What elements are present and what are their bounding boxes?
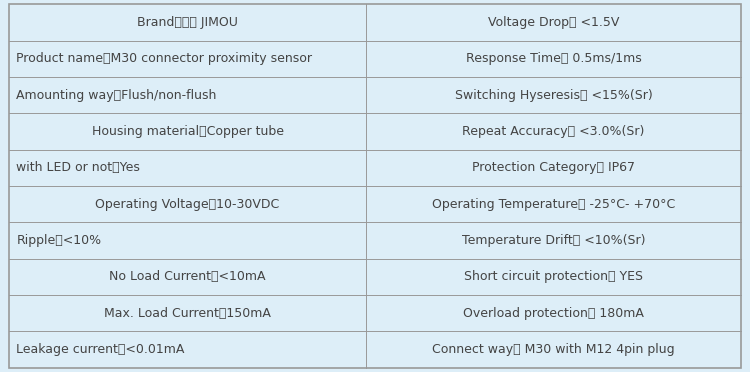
Text: Switching Hyseresis： <15%(Sr): Switching Hyseresis： <15%(Sr) (454, 89, 652, 102)
Text: Repeat Accuracy： <3.0%(Sr): Repeat Accuracy： <3.0%(Sr) (463, 125, 645, 138)
Text: Response Time： 0.5ms/1ms: Response Time： 0.5ms/1ms (466, 52, 641, 65)
Text: with LED or not：Yes: with LED or not：Yes (16, 161, 140, 174)
Text: Connect way： M30 with M12 4pin plug: Connect way： M30 with M12 4pin plug (432, 343, 675, 356)
Text: Overload protection： 180mA: Overload protection： 180mA (464, 307, 644, 320)
Text: No Load Current：<10mA: No Load Current：<10mA (110, 270, 266, 283)
Text: Product name：M30 connector proximity sensor: Product name：M30 connector proximity sen… (16, 52, 313, 65)
Text: Housing material：Copper tube: Housing material：Copper tube (92, 125, 284, 138)
Text: Max. Load Current：150mA: Max. Load Current：150mA (104, 307, 271, 320)
Text: Brand：机迸 JIMOU: Brand：机迸 JIMOU (137, 16, 238, 29)
Text: Operating Temperature： -25°C- +70°C: Operating Temperature： -25°C- +70°C (432, 198, 675, 211)
Text: Leakage current：<0.01mA: Leakage current：<0.01mA (16, 343, 184, 356)
Text: Short circuit protection： YES: Short circuit protection： YES (464, 270, 643, 283)
Text: Operating Voltage：10-30VDC: Operating Voltage：10-30VDC (95, 198, 280, 211)
Text: Protection Category： IP67: Protection Category： IP67 (472, 161, 635, 174)
Text: Amounting way：Flush/non-flush: Amounting way：Flush/non-flush (16, 89, 217, 102)
Text: Voltage Drop： <1.5V: Voltage Drop： <1.5V (488, 16, 620, 29)
Text: Ripple：<10%: Ripple：<10% (16, 234, 102, 247)
Text: Temperature Drift： <10%(Sr): Temperature Drift： <10%(Sr) (462, 234, 645, 247)
